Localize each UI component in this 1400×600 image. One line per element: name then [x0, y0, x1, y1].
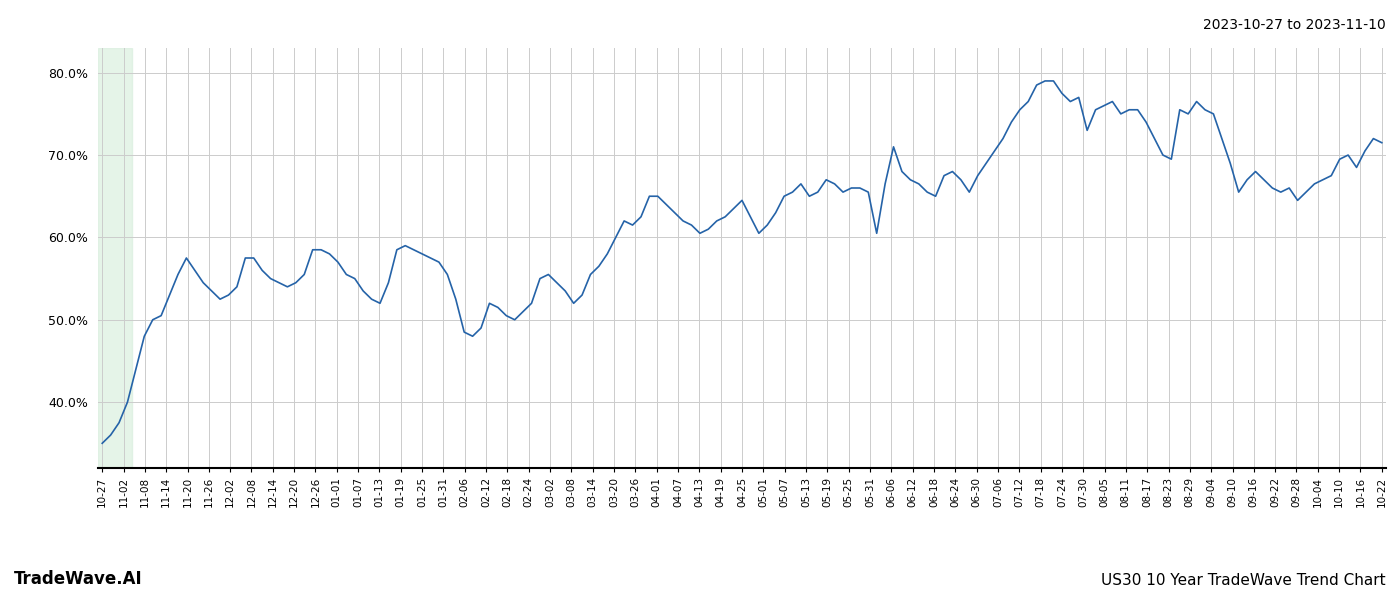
Text: US30 10 Year TradeWave Trend Chart: US30 10 Year TradeWave Trend Chart	[1102, 573, 1386, 588]
Text: TradeWave.AI: TradeWave.AI	[14, 570, 143, 588]
Bar	[98, 48, 132, 468]
Text: 2023-10-27 to 2023-11-10: 2023-10-27 to 2023-11-10	[1203, 18, 1386, 32]
